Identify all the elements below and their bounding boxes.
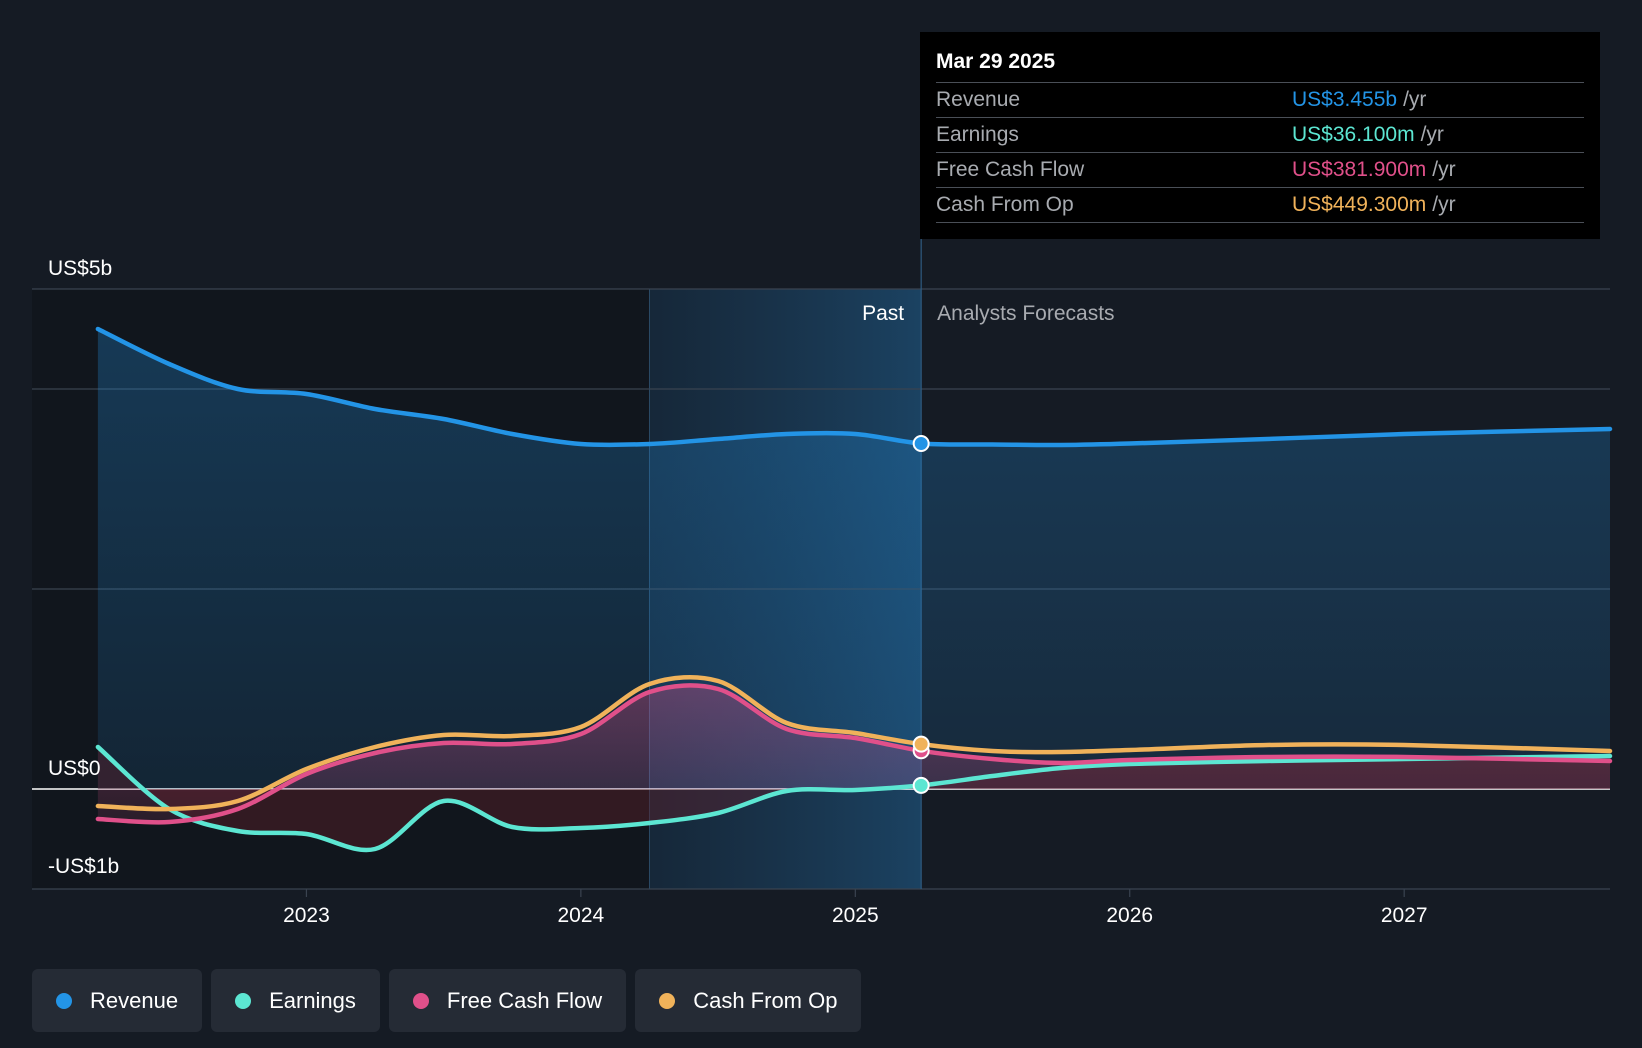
legend: Revenue Earnings Free Cash Flow Cash Fro… <box>32 969 862 1032</box>
x-tick-label: 2025 <box>832 904 879 927</box>
tooltip-date: Mar 29 2025 <box>936 50 1056 73</box>
tooltip-value: US$381.900m <box>1292 158 1427 181</box>
y-tick-label: US$5b <box>48 257 112 280</box>
tooltip-unit: /yr <box>1420 123 1444 146</box>
legend-item-free-cash-flow[interactable]: Free Cash Flow <box>388 969 627 1032</box>
cash-from-op-line <box>95 675 1613 812</box>
tooltip-row-earnings: Earnings US$36.100m /yr <box>936 117 1584 152</box>
cash-from-op-marker <box>912 735 930 753</box>
earnings-line <box>95 744 1613 853</box>
tooltip-panel: Mar 29 2025 Revenue US$3.455b /yr Earnin… <box>920 32 1600 239</box>
tooltip-label: Free Cash Flow <box>936 158 1085 181</box>
tooltip-label: Revenue <box>936 88 1021 111</box>
legend-label: Revenue <box>90 987 179 1013</box>
cash-from-op-dot-icon <box>659 992 676 1009</box>
revenue-marker <box>912 435 930 452</box>
tooltip-label: Earnings <box>936 123 1019 146</box>
x-tick-label: 2026 <box>1106 904 1153 927</box>
tooltip-unit: /yr <box>1432 193 1456 216</box>
legend-label: Earnings <box>269 987 356 1013</box>
earnings-area <box>97 747 1610 850</box>
free-cash-flow-dot-icon <box>412 992 429 1009</box>
legend-item-earnings[interactable]: Earnings <box>211 969 380 1032</box>
tooltip-row-cash-from-op: Cash From Op US$449.300m /yr <box>936 187 1584 223</box>
revenue-line <box>95 326 1613 448</box>
free-cash-flow-line <box>95 683 1613 825</box>
y-tick-label: -US$1b <box>48 855 119 878</box>
tooltip-unit: /yr <box>1403 88 1427 111</box>
y-tick-label: US$0 <box>48 757 101 780</box>
legend-label: Cash From Op <box>693 987 838 1013</box>
tooltip-row-free-cash-flow: Free Cash Flow US$381.900m /yr <box>936 152 1584 187</box>
legend-item-cash-from-op[interactable]: Cash From Op <box>635 969 862 1032</box>
x-tick-label: 2027 <box>1381 904 1428 927</box>
forecast-label: Analysts Forecasts <box>937 302 1114 325</box>
earnings-marker <box>912 776 930 794</box>
revenue-area <box>97 329 1610 789</box>
legend-item-revenue[interactable]: Revenue <box>32 969 203 1032</box>
revenue-dot-icon <box>56 992 72 1009</box>
tooltip-value: US$3.455b <box>1292 88 1398 111</box>
x-tick-label: 2024 <box>558 904 605 927</box>
tooltip-value: US$36.100m <box>1292 123 1415 146</box>
legend-label: Free Cash Flow <box>446 987 603 1013</box>
tooltip-unit: /yr <box>1432 158 1456 181</box>
free-cash-flow-area <box>97 685 1610 823</box>
past-label: Past <box>862 302 904 325</box>
earnings-dot-icon <box>235 992 252 1009</box>
tooltip-row-revenue: Revenue US$3.455b /yr <box>936 82 1584 117</box>
x-tick-label: 2023 <box>283 904 330 927</box>
tooltip-value: US$449.300m <box>1292 193 1427 216</box>
tooltip-label: Cash From Op <box>936 193 1074 216</box>
